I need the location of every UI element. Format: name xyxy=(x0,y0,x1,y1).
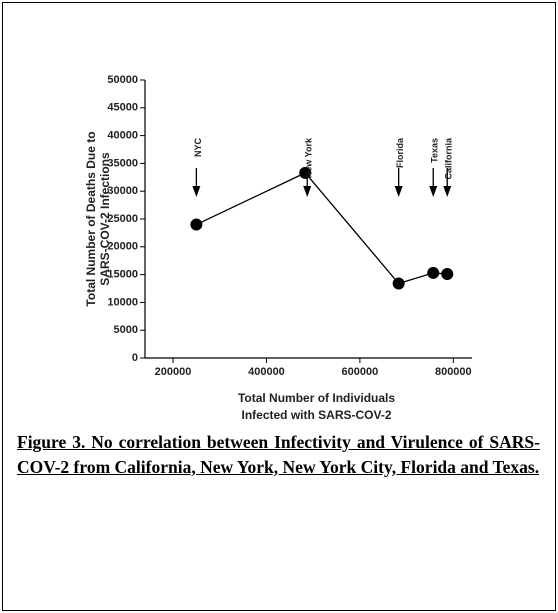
series-line xyxy=(196,172,448,285)
annotation-arrowhead xyxy=(443,186,452,197)
x-axis-label: Total Number of Individuals xyxy=(238,391,395,405)
y-tick-label: 30000 xyxy=(107,185,138,197)
y-tick-label: 35000 xyxy=(107,157,138,169)
y-tick-label: 50000 xyxy=(107,74,138,86)
y-tick-label: 40000 xyxy=(107,130,138,142)
y-tick-label: 45000 xyxy=(107,102,138,114)
y-tick-label: 25000 xyxy=(107,213,138,225)
annotation-label: Florida xyxy=(395,137,405,168)
data-point xyxy=(392,277,405,290)
annotation-label: NYC xyxy=(193,138,203,158)
annotation-arrowhead xyxy=(303,186,312,197)
y-tick-label: 10000 xyxy=(107,296,138,308)
x-tick-label: 200000 xyxy=(155,366,192,378)
x-tick-label: 800000 xyxy=(435,366,472,378)
x-axis-label: Infected with SARS-COV-2 xyxy=(241,408,391,422)
annotation-arrowhead xyxy=(192,186,201,197)
chart: 0 5000 10000 15000 20000 25000 30000 35000 40000… xyxy=(84,74,472,422)
annotation-label: Texas xyxy=(430,138,440,163)
y-tick-label: 5000 xyxy=(114,324,138,336)
x-tick-label: 600000 xyxy=(342,366,379,378)
data-point xyxy=(190,218,203,231)
annotation-arrowhead xyxy=(429,186,438,197)
y-tick-label: 15000 xyxy=(107,269,138,281)
annotation-arrowhead xyxy=(394,186,403,197)
y-tick-label: 20000 xyxy=(107,241,138,253)
y-axis-label: SARS-COV-2 Infections xyxy=(98,152,112,286)
annotation-label: New York xyxy=(304,137,314,178)
annotation-label: California xyxy=(444,137,454,180)
y-axis-label: Total Number of Deaths Due to xyxy=(84,131,98,306)
data-point xyxy=(441,268,454,281)
figure-caption: Figure 3. No correlation between Infecti… xyxy=(17,432,540,477)
x-tick-label: 400000 xyxy=(248,366,285,378)
data-point xyxy=(299,166,312,179)
data-point xyxy=(427,266,440,279)
y-tick-label: 0 xyxy=(132,352,138,364)
